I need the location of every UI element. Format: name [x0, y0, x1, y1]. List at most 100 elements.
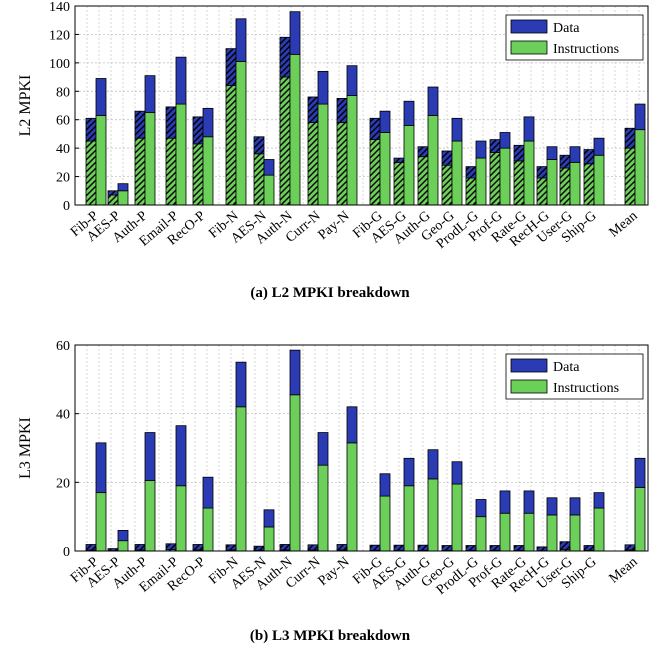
bar-hatch-geo-g — [442, 545, 452, 551]
y-tick-label: 100 — [49, 57, 70, 72]
y-tick-label: 140 — [49, 0, 70, 15]
bar-instructions-aes-p-solid — [117, 190, 129, 206]
y-tick-label: 0 — [63, 545, 70, 560]
bar-instructions-reco-p-solid — [202, 507, 214, 552]
bar-data-auth-n-solid — [289, 349, 301, 396]
bar-instructions-fib-g-solid — [379, 132, 391, 206]
bar-hatch-rech-g — [537, 546, 547, 551]
bar-instructions-curr-n-solid — [317, 464, 329, 552]
bar-instructions-aes-g-solid — [403, 125, 415, 206]
bar-instructions-fib-p-solid — [95, 492, 107, 552]
bar-hatch-user-g — [560, 155, 570, 205]
legend: Data Instructions — [505, 353, 644, 400]
bar-data-fib-g-solid — [379, 473, 391, 497]
bar-instructions-rech-g-solid — [546, 159, 558, 206]
bar-data-pay-n-solid — [346, 65, 358, 96]
bar-data-prof-g-solid — [499, 132, 511, 149]
y-tick-label: 40 — [56, 142, 70, 157]
bar-data-auth-g-solid — [427, 449, 439, 480]
bar-instructions-fib-n-solid — [235, 406, 247, 552]
y-tick-label: 60 — [56, 114, 70, 129]
bar-data-geo-g-solid — [451, 461, 463, 485]
legend-label-instructions: Instructions — [553, 42, 619, 57]
bar-data-ship-g-solid — [593, 492, 605, 509]
bar-data-auth-g-solid — [427, 86, 439, 116]
y-tick-label: 80 — [56, 85, 70, 100]
legend-swatch-instructions — [510, 379, 548, 394]
x-tick-label-mean: Mean — [606, 555, 640, 587]
bar-instructions-aes-n-solid — [263, 174, 275, 206]
bar-hatch-reco-p — [193, 116, 203, 205]
bar-data-aes-n-solid — [263, 509, 275, 528]
bar-instructions-prodl-g-solid — [475, 157, 487, 206]
bar-hatch-fib-p — [86, 118, 96, 205]
bar-data-auth-p-solid — [144, 75, 156, 114]
bar-data-mean-solid — [634, 457, 646, 488]
bar-instructions-fib-g-solid — [379, 495, 391, 552]
y-axis-label: L2 MPKI — [17, 75, 34, 137]
bar-instructions-fib-n-solid — [235, 61, 247, 206]
bar-hatch-email-p — [166, 543, 176, 551]
bar-instructions-aes-n-solid — [263, 526, 275, 552]
bar-hatch-pay-n — [337, 544, 347, 551]
plot-frame — [74, 344, 649, 552]
bar-hatch-prodl-g — [466, 545, 476, 551]
bar-data-aes-n-solid — [263, 159, 275, 176]
bar-data-rech-g-solid — [546, 497, 558, 516]
bar-instructions-user-g-solid — [569, 161, 581, 206]
bar-instructions-aes-g-solid — [403, 485, 415, 552]
l3-mpki-chart: 0204060Fib-PAES-PAuth-PEmail-PRecO-PFib-… — [17, 339, 649, 644]
y-tick-label: 20 — [56, 476, 70, 491]
bar-hatch-mean — [625, 128, 635, 205]
bar-hatch-aes-n — [254, 546, 264, 551]
x-tick-label-mean: Mean — [606, 209, 640, 241]
bar-data-curr-n-solid — [317, 70, 329, 105]
bar-data-user-g-solid — [569, 497, 581, 516]
bar-data-prof-g-solid — [499, 490, 511, 514]
bar-instructions-ship-g-solid — [593, 154, 605, 206]
bar-hatch-fib-n — [226, 48, 236, 206]
bar-data-curr-n-solid — [317, 432, 329, 466]
bar-instructions-prodl-g-solid — [475, 516, 487, 552]
bar-instructions-mean-solid — [634, 129, 646, 206]
y-tick-label: 120 — [49, 28, 70, 43]
bar-hatch-pay-n — [337, 98, 347, 205]
bar-hatch-auth-p — [135, 111, 145, 205]
legend-swatch-data — [510, 19, 548, 34]
bar-hatch-prof-g — [490, 545, 500, 551]
bar-instructions-auth-g-solid — [427, 478, 439, 552]
bar-data-fib-n-solid — [235, 361, 247, 408]
bar-hatch-fib-g — [370, 545, 380, 551]
x-tick-label-pay-n: Pay-N — [316, 209, 353, 243]
bar-hatch-ship-g — [584, 149, 594, 205]
y-tick-label: 0 — [63, 199, 70, 214]
bar-hatch-auth-g — [418, 146, 428, 205]
bar-data-reco-p-solid — [202, 476, 214, 509]
bar-hatch-aes-n — [254, 136, 264, 205]
bar-data-rech-g-solid — [546, 146, 558, 160]
bar-instructions-pay-n-solid — [346, 442, 358, 552]
bar-data-reco-p-solid — [202, 107, 214, 138]
bar-hatch-auth-n — [280, 544, 290, 551]
bar-data-rate-g-solid — [523, 490, 535, 514]
bar-instructions-auth-p-solid — [144, 480, 156, 552]
bar-hatch-user-g — [560, 541, 570, 551]
bar-instructions-email-p-solid — [175, 103, 187, 206]
bar-data-aes-p-solid — [117, 530, 129, 542]
bar-instructions-email-p-solid — [175, 485, 187, 552]
bar-data-aes-g-solid — [403, 457, 415, 487]
bar-hatch-auth-g — [418, 545, 428, 551]
bar-data-auth-n-solid — [289, 11, 301, 55]
l2-mpki-chart: 020406080100120140Fib-PAES-PAuth-PEmail-… — [17, 0, 649, 301]
bar-hatch-aes-g — [394, 158, 404, 205]
legend: Data Instructions — [505, 14, 644, 61]
bar-instructions-geo-g-solid — [451, 483, 463, 552]
bar-instructions-pay-n-solid — [346, 95, 358, 206]
bar-instructions-curr-n-solid — [317, 103, 329, 206]
y-tick-label: 20 — [56, 171, 70, 186]
bar-hatch-fib-p — [86, 544, 96, 551]
bar-instructions-user-g-solid — [569, 514, 581, 552]
y-tick-label: 60 — [56, 339, 70, 354]
bar-data-user-g-solid — [569, 146, 581, 163]
bar-hatch-reco-p — [193, 544, 203, 551]
